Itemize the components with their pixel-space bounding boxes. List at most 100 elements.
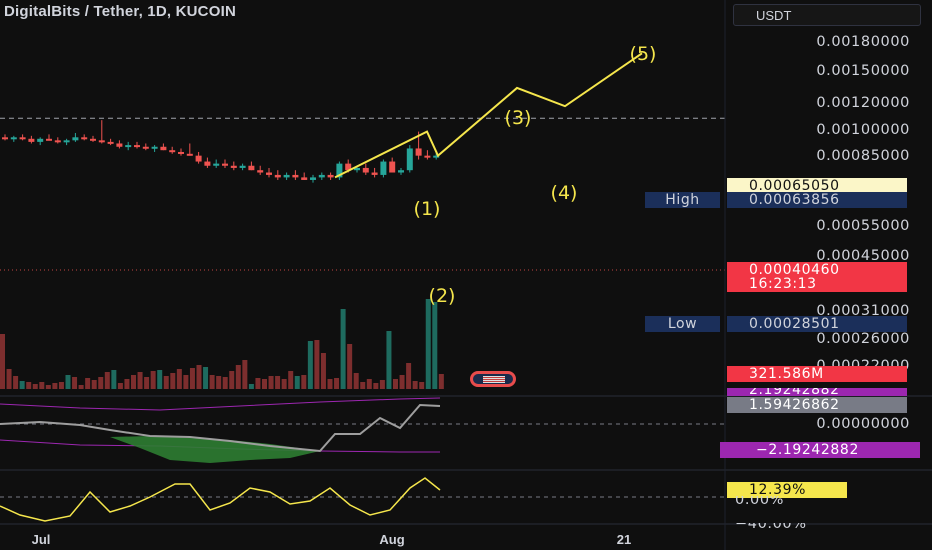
currency-selector-button[interactable]: USDT [733, 4, 921, 26]
volume-bar [176, 369, 182, 389]
volume-bar [39, 382, 45, 389]
candle-body [63, 140, 70, 143]
rsi-zero-label: 0.00% [735, 496, 785, 506]
candle-body [318, 174, 325, 178]
candle-body [230, 165, 237, 168]
macd-lower-tag: −2.19242882 [720, 442, 920, 458]
low-price-tag: 0.00028501 [727, 316, 907, 332]
volume-bar [393, 379, 398, 389]
candle-body [160, 146, 167, 151]
volume-bar [124, 379, 130, 389]
volume-bar [52, 383, 58, 389]
macd-histogram-area [110, 436, 320, 463]
candle-body [28, 138, 35, 142]
volume-bar [203, 367, 209, 389]
volume-bar [0, 334, 5, 389]
low-label: Low [645, 316, 720, 332]
candle-body [213, 163, 220, 166]
rsi-value-tag: 12.39% [727, 482, 847, 498]
price-axis-label: 0.00045000 [816, 248, 910, 264]
candle-body [354, 167, 360, 171]
volume-bar [360, 382, 366, 389]
volume-bar [334, 378, 340, 389]
volume-bar [117, 383, 123, 389]
countdown-tag: 16:23:13 [727, 276, 907, 292]
volume-bar [196, 365, 202, 389]
volume-bar [281, 379, 287, 389]
candle-body [2, 137, 8, 140]
candle-body [248, 165, 255, 171]
volume-bar [255, 378, 261, 389]
candle-body [54, 140, 61, 143]
volume-bar [45, 385, 51, 389]
volume-bar [98, 377, 104, 389]
candle-body [327, 174, 334, 178]
volume-bar [235, 365, 241, 389]
volume-bar [307, 341, 313, 389]
candle-body [151, 146, 158, 149]
time-axis-label: Jul [31, 532, 51, 547]
us-flag-icon[interactable] [470, 371, 516, 387]
candle-body [19, 137, 26, 140]
volume-bar [425, 299, 431, 389]
volume-bar [399, 375, 405, 389]
candle-body [310, 177, 316, 180]
candle-body [292, 174, 299, 178]
elliott-wave-path [334, 52, 643, 179]
volume-bar [268, 376, 274, 389]
volume-bar [163, 376, 169, 389]
volume-bar [189, 368, 195, 389]
volume-bar [248, 384, 254, 389]
volume-bar [262, 379, 267, 389]
last-price-tag: 0.00040460 [727, 262, 907, 278]
time-axis-label: 21 [616, 532, 632, 547]
candle-body [398, 170, 404, 173]
volume-bar [366, 379, 372, 389]
volume-bar [386, 331, 392, 389]
wave-label-1: (1) [413, 198, 441, 220]
volume-bar [150, 371, 156, 389]
volume-bar [157, 370, 163, 389]
candle-body [239, 165, 246, 168]
candle-body [406, 148, 413, 171]
candle-body [301, 177, 308, 180]
macd-line [0, 403, 441, 453]
volume-bar [320, 353, 326, 389]
volume-bar [314, 340, 320, 389]
volume-bar [406, 363, 412, 389]
candle-body [222, 163, 228, 166]
volume-bar [347, 344, 353, 389]
macd-upper-tag: 2.19242882 [727, 388, 907, 396]
volume-bar [13, 376, 19, 389]
volume-bar [170, 373, 176, 389]
volume-bar [19, 381, 25, 389]
candle-body [415, 148, 422, 156]
candle-body [336, 163, 343, 178]
volume-tag: 321.586M [727, 366, 907, 382]
price-axis-label: 0.00026000 [816, 331, 910, 347]
flag-stripes [483, 376, 505, 383]
candle-body [266, 172, 272, 175]
candle-body [345, 163, 352, 171]
candle-body [116, 143, 123, 147]
candle-body [90, 138, 96, 141]
rsi-line [0, 477, 441, 522]
volume-bar [131, 375, 136, 389]
volume-bar [72, 377, 78, 389]
volume-bar [6, 369, 12, 389]
candle-body [178, 151, 184, 154]
candle-body [169, 150, 176, 153]
price-axis-label: 0.00055000 [816, 218, 910, 234]
wave-label-5: (5) [629, 43, 657, 65]
volume-bar [58, 382, 64, 389]
symbol-title: DigitalBits / Tether, 1D, KUCOIN [4, 3, 236, 20]
candle-body [433, 155, 440, 158]
candle-body [195, 155, 202, 162]
candle-body [107, 141, 114, 144]
volume-bar [379, 380, 385, 389]
price-axis-label: 0.00150000 [816, 63, 910, 79]
volume-bar [222, 377, 228, 389]
candle-body [274, 174, 281, 178]
